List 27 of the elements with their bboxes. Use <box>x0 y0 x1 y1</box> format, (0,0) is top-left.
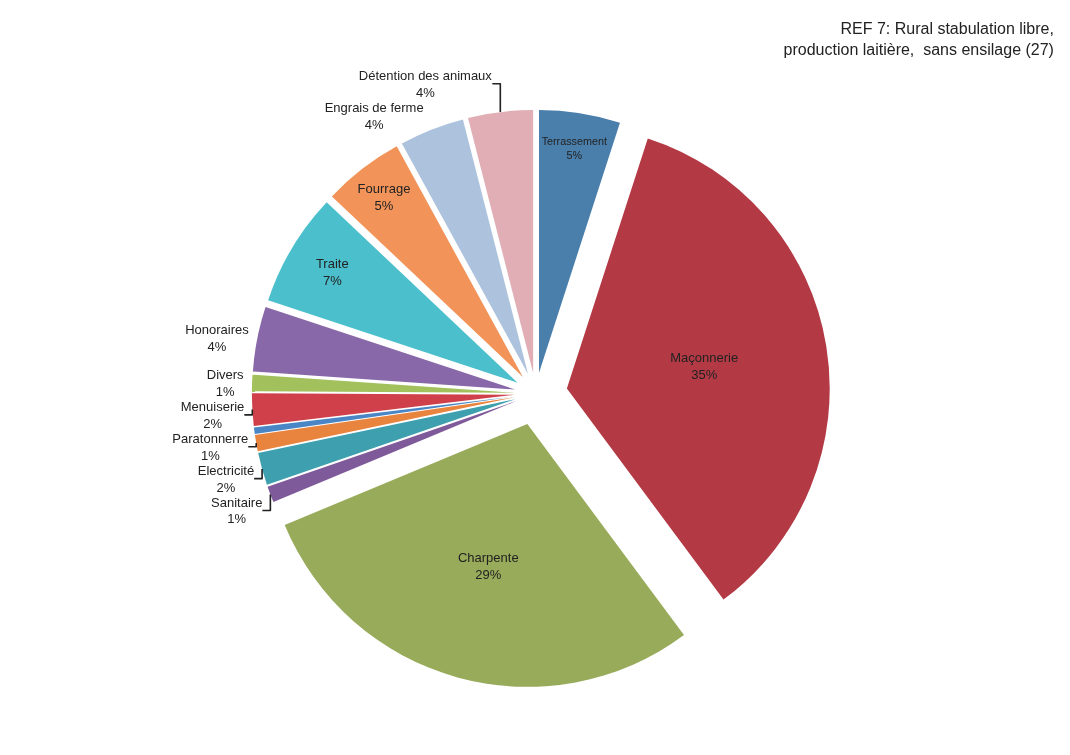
slice-label: Terrassement <box>541 134 607 147</box>
text: REF 7: Rural stabulation libre, production laitière, sans ensilage (27) <box>783 19 1054 58</box>
slice-label: Honoraires <box>185 322 250 338</box>
slice-label: Divers <box>206 366 245 382</box>
slice-label: Maçonnerie <box>670 350 739 365</box>
slice-label: Paratonnerre <box>172 430 249 446</box>
slice-label: Détention des animaux <box>358 67 493 83</box>
data-label: 1% <box>215 383 236 399</box>
slice-label: Menuiserie <box>180 398 245 414</box>
data-label: 4% <box>364 116 384 132</box>
data-label: 1% <box>200 447 221 463</box>
slice-label: Sanitaire <box>211 494 263 510</box>
slice-label: Charpente <box>457 549 519 565</box>
data-label: 2% <box>216 479 236 495</box>
slice-label: Traite <box>315 256 349 272</box>
data-label: 1% <box>227 511 247 527</box>
data-label: 35% <box>691 366 718 382</box>
data-label: 5% <box>566 148 583 161</box>
data-label: 2% <box>203 415 223 431</box>
data-label: 4% <box>415 84 436 100</box>
data-label: 4% <box>207 339 227 355</box>
data-label: 29% <box>475 566 502 582</box>
slice-label: Fourrage <box>357 180 411 196</box>
data-label: 5% <box>374 197 394 213</box>
data-label: 7% <box>322 273 343 289</box>
slice-label: Electricité <box>197 462 255 478</box>
slice-label: Engrais de ferme <box>324 99 424 115</box>
